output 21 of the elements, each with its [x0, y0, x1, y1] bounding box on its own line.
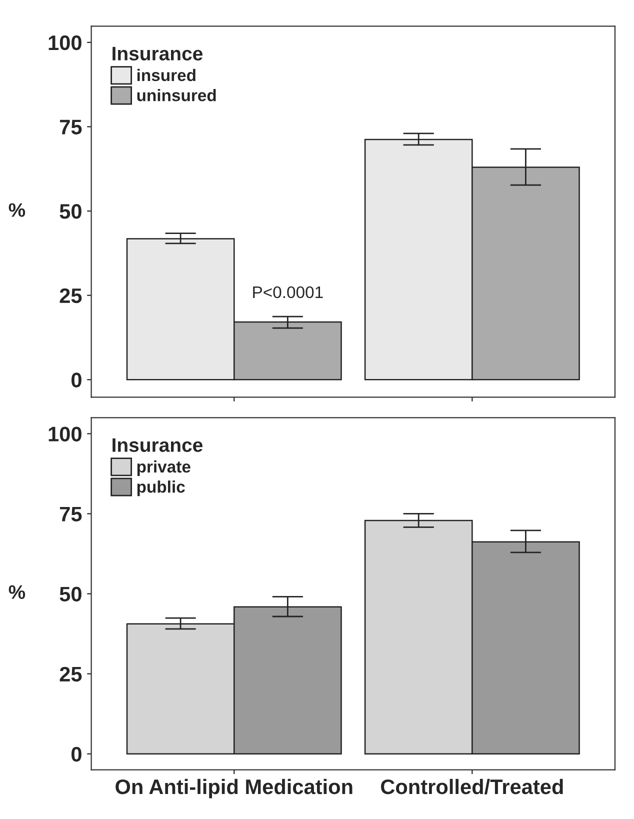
legend-label: insured	[137, 68, 196, 82]
y-tick-label: 100	[48, 35, 82, 50]
legend-label: private	[137, 460, 190, 476]
legend-label: public	[137, 480, 185, 496]
y-tick-label: 100	[48, 426, 82, 442]
legend-title: Insurance	[112, 438, 202, 452]
y-tick-label: 25	[60, 288, 82, 304]
y-tick-label: 0	[72, 372, 82, 388]
y-tick-label: 75	[60, 506, 82, 522]
y-tick-label: 0	[72, 746, 82, 762]
annotation: P<0.0001	[253, 286, 323, 298]
y-tick-label: 25	[60, 666, 82, 682]
legend-title: Insurance	[112, 46, 202, 60]
x-tick-label: On Anti-lipid Medication	[116, 778, 352, 798]
x-tick-label: Controlled/Treated	[380, 778, 563, 794]
y-axis-title: %	[8, 203, 26, 217]
y-tick-label: 50	[60, 586, 82, 602]
y-axis-title: %	[8, 585, 26, 599]
legend-label: uninsured	[137, 89, 216, 102]
y-tick-label: 75	[60, 120, 82, 134]
y-tick-label: 50	[60, 204, 82, 219]
